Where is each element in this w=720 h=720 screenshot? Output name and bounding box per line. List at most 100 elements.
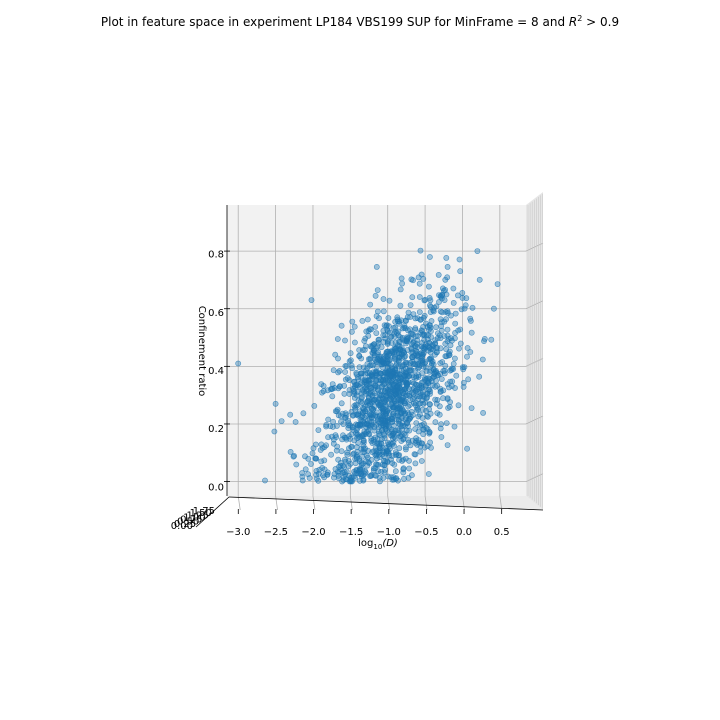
data-point [450, 360, 457, 367]
x-tick-label: −3.0 [226, 527, 250, 538]
data-point [353, 369, 360, 376]
data-point [407, 314, 414, 320]
data-point [451, 423, 458, 430]
data-point [465, 376, 472, 383]
data-point [371, 472, 378, 479]
z-tick-label: 0.25 [174, 519, 196, 530]
data-point [417, 247, 424, 254]
data-point [374, 356, 381, 362]
data-point [311, 402, 318, 409]
data-point [451, 355, 458, 362]
data-point [467, 317, 474, 324]
data-point [402, 353, 409, 359]
data-point [308, 461, 314, 467]
chart-title: Plot in feature space in experiment LP18… [100, 14, 620, 29]
data-point [398, 438, 405, 444]
data-point [333, 423, 340, 429]
data-point [402, 410, 408, 417]
data-point [332, 432, 339, 439]
data-point [397, 302, 404, 309]
data-point [437, 308, 444, 315]
data-point [414, 315, 421, 321]
data-point [380, 308, 387, 315]
z-tick-label: 0.00 [171, 521, 193, 532]
data-point [467, 349, 474, 355]
data-point [415, 373, 422, 380]
data-point [349, 424, 356, 431]
data-point [331, 471, 338, 477]
data-point [437, 385, 444, 392]
data-point [346, 387, 353, 393]
data-point [427, 322, 433, 329]
data-point [435, 271, 442, 278]
data-point [415, 372, 422, 379]
data-point [396, 320, 402, 327]
data-point [366, 398, 373, 405]
data-point [389, 441, 396, 447]
data-point [302, 453, 308, 460]
data-point [416, 309, 423, 315]
data-point [406, 457, 412, 464]
data-point [359, 347, 366, 353]
data-point [348, 362, 355, 369]
data-point [373, 421, 380, 428]
data-point [395, 328, 402, 335]
z-tick-label: 1.75 [193, 506, 215, 517]
data-point [386, 351, 392, 358]
data-point [451, 335, 458, 342]
data-point [438, 434, 445, 440]
x-axis-line [228, 496, 544, 511]
data-point [358, 370, 364, 377]
data-point [334, 406, 341, 413]
data-point [356, 352, 363, 359]
data-point [443, 420, 450, 426]
data-point [386, 297, 393, 304]
data-point [348, 328, 355, 335]
y-tick-label: 0.6 [208, 308, 224, 319]
x-gridline-floor [499, 495, 503, 511]
data-point [369, 411, 375, 418]
data-point [325, 416, 332, 423]
data-point [401, 475, 407, 482]
data-point [448, 366, 455, 373]
data-point [445, 335, 452, 342]
data-point [376, 397, 383, 404]
data-point [411, 380, 418, 387]
data-point [424, 413, 431, 420]
data-point [235, 360, 242, 367]
data-point [346, 391, 353, 397]
data-point [494, 281, 501, 287]
data-point [424, 412, 430, 419]
data-point [381, 381, 388, 388]
data-point [371, 382, 378, 389]
data-point [380, 422, 387, 428]
data-point [413, 438, 419, 444]
data-point [340, 421, 347, 427]
data-point [389, 460, 396, 466]
data-point [414, 404, 421, 411]
data-point [302, 466, 309, 473]
data-point [347, 460, 354, 467]
data-point [403, 337, 410, 344]
data-point [426, 345, 433, 351]
data-point [292, 419, 299, 425]
data-point [439, 359, 446, 365]
data-point [330, 418, 336, 425]
data-point [377, 440, 384, 447]
data-point [460, 379, 467, 386]
data-point [360, 476, 367, 483]
data-point [452, 385, 458, 391]
data-point [335, 355, 341, 362]
data-point [408, 349, 415, 356]
data-point [450, 299, 457, 306]
data-point [474, 248, 481, 254]
data-point [469, 304, 476, 311]
data-point [424, 443, 431, 449]
data-point [446, 384, 452, 391]
data-point [376, 336, 382, 343]
data-point [378, 371, 384, 377]
data-point [434, 410, 441, 416]
y-axis-ticks: 0.0 0.2 0.4 0.6 0.8 [208, 250, 230, 493]
data-point [412, 315, 419, 322]
data-point [262, 477, 268, 484]
